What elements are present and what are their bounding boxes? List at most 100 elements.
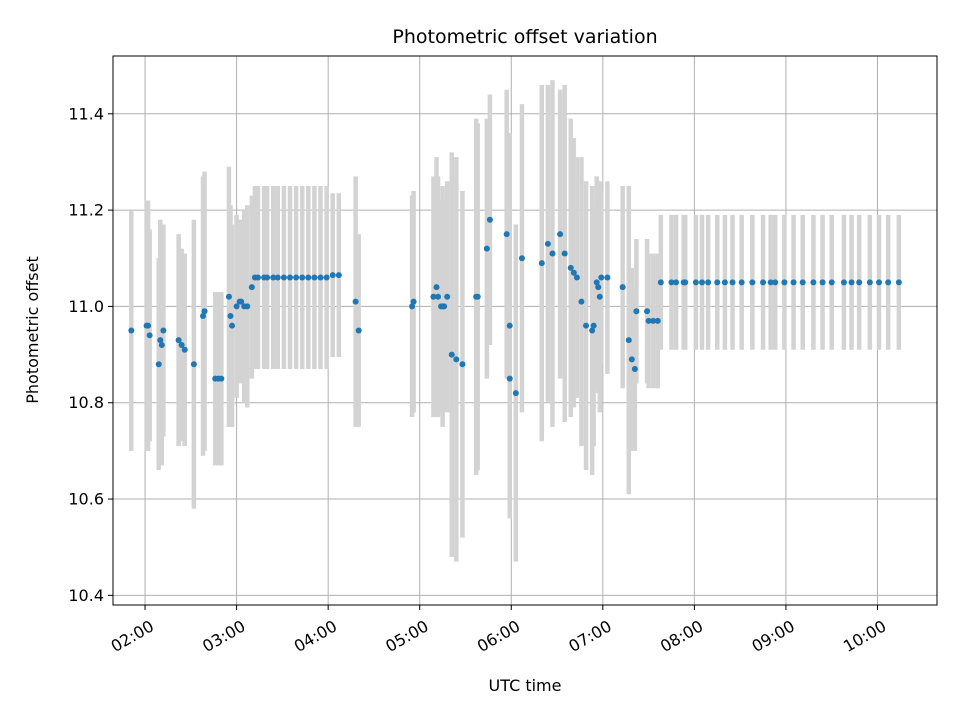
data-point <box>650 317 657 324</box>
data-point <box>238 298 245 305</box>
data-point <box>856 279 863 286</box>
data-point <box>225 293 232 300</box>
data-point <box>329 272 336 279</box>
data-point <box>145 322 152 329</box>
data-point <box>760 279 767 286</box>
data-point <box>453 356 460 363</box>
y-axis-label: Photometric offset <box>23 256 42 404</box>
data-point <box>538 260 545 267</box>
data-point <box>876 279 883 286</box>
data-point <box>503 231 510 238</box>
data-point <box>654 317 661 324</box>
data-point <box>280 274 287 281</box>
data-point <box>645 317 652 324</box>
data-point <box>317 274 324 281</box>
data-point <box>218 375 225 382</box>
data-point <box>433 284 440 291</box>
data-point <box>270 274 277 281</box>
data-point <box>512 390 519 397</box>
data-point <box>448 351 455 358</box>
data-point <box>781 279 788 286</box>
points <box>128 216 902 397</box>
y-tick-label: 10.6 <box>68 490 104 509</box>
data-point <box>474 293 481 300</box>
y-tick-label: 10.8 <box>68 393 104 412</box>
data-point <box>355 327 362 334</box>
data-point <box>578 298 585 305</box>
data-point <box>828 279 835 286</box>
data-point <box>790 279 797 286</box>
data-point <box>486 216 493 223</box>
data-point <box>673 279 680 286</box>
data-point <box>749 279 756 286</box>
data-point <box>590 322 597 329</box>
data-point <box>573 274 580 281</box>
data-point <box>619 284 626 291</box>
data-point <box>444 293 451 300</box>
y-tick-label: 11.2 <box>68 201 104 220</box>
data-point <box>819 279 826 286</box>
data-point <box>248 284 255 291</box>
data-point <box>544 240 551 247</box>
data-point <box>561 250 568 257</box>
data-point <box>895 279 902 286</box>
data-point <box>175 337 182 344</box>
data-point <box>293 274 300 281</box>
data-point <box>595 284 602 291</box>
data-point <box>557 231 564 238</box>
data-point <box>885 279 892 286</box>
data-point <box>254 274 261 281</box>
data-point <box>287 274 294 281</box>
data-point <box>848 279 855 286</box>
chart-title: Photometric offset variation <box>392 26 657 48</box>
data-point <box>323 274 330 281</box>
data-point <box>767 279 774 286</box>
data-point <box>628 356 635 363</box>
data-point <box>305 274 312 281</box>
data-point <box>299 274 306 281</box>
data-point <box>625 337 632 344</box>
data-point <box>668 279 675 286</box>
data-point <box>589 327 596 334</box>
data-point <box>274 274 281 281</box>
data-point <box>604 274 611 281</box>
data-point <box>155 361 162 368</box>
data-point <box>264 274 271 281</box>
y-tick-label: 11.4 <box>68 104 104 123</box>
data-point <box>244 303 251 310</box>
data-point <box>435 293 442 300</box>
data-point <box>158 341 165 348</box>
data-point <box>567 264 574 271</box>
data-point <box>810 279 817 286</box>
data-point <box>714 279 721 286</box>
data-point <box>311 274 318 281</box>
data-point <box>721 279 728 286</box>
data-point <box>181 346 188 353</box>
data-point <box>352 298 359 305</box>
data-point <box>549 250 556 257</box>
data-point <box>593 279 600 286</box>
data-point <box>799 279 806 286</box>
data-point <box>233 303 240 310</box>
data-point <box>738 279 745 286</box>
data-point <box>692 279 699 286</box>
data-point <box>459 361 466 368</box>
data-point <box>682 279 689 286</box>
data-point <box>410 298 417 305</box>
data-point <box>598 274 605 281</box>
y-axis: 10.4 10.6 10.8 11.0 11.2 11.4 <box>68 104 113 605</box>
data-point <box>699 279 706 286</box>
data-point <box>128 327 135 334</box>
data-point <box>506 375 513 382</box>
data-point <box>409 303 416 310</box>
data-point <box>729 279 736 286</box>
data-point <box>200 313 207 320</box>
data-point <box>190 361 197 368</box>
data-point <box>157 337 164 344</box>
data-point <box>866 279 873 286</box>
data-point <box>644 308 651 315</box>
data-point <box>506 322 513 329</box>
data-point <box>430 293 437 300</box>
data-point <box>229 322 236 329</box>
data-point <box>840 279 847 286</box>
